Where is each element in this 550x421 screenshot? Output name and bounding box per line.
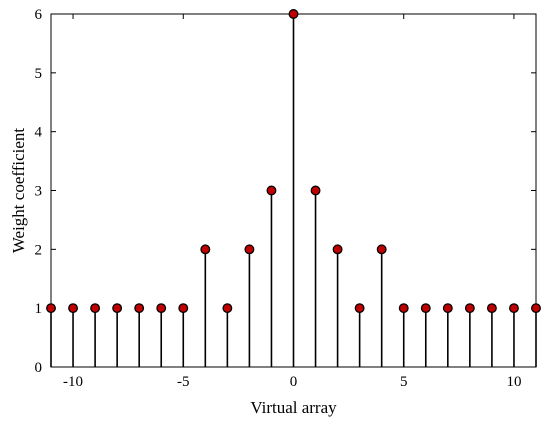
y-tick-label: 4: [35, 125, 43, 141]
x-tick-label: 5: [400, 374, 408, 390]
y-tick-label: 6: [35, 7, 43, 23]
x-tick-label: 10: [506, 374, 521, 390]
stem-marker: [178, 303, 189, 314]
stem-marker: [112, 303, 123, 314]
stem-marker: [68, 303, 78, 314]
x-tick-label: 0: [290, 374, 298, 390]
y-tick-label: 0: [35, 360, 43, 376]
y-axis-label: Weight coefficient: [9, 128, 28, 254]
stem-marker: [310, 185, 321, 196]
stem-marker: [156, 303, 167, 314]
stem-marker: [244, 244, 255, 255]
stem-marker: [46, 303, 56, 314]
stem-marker: [442, 303, 453, 314]
stem-marker: [134, 303, 145, 314]
stem-marker: [376, 244, 387, 255]
y-tick-label: 5: [35, 66, 43, 82]
y-tick-label: 3: [35, 184, 43, 200]
stem-marker: [509, 303, 519, 314]
x-axis-label: Virtual array: [250, 398, 337, 417]
stem-marker: [420, 303, 431, 314]
plot-area: -10 -5 0 5 10 0 1 2 3 4 5 6: [35, 7, 541, 390]
stem-marker: [332, 244, 343, 255]
y-tick-label: 2: [35, 242, 43, 258]
y-tick-label: 1: [35, 301, 43, 317]
stem-marker: [90, 303, 101, 314]
stem-marker: [354, 303, 365, 314]
x-tick-label: -10: [63, 374, 83, 390]
stem-marker: [288, 9, 299, 19]
stem-marker: [222, 303, 233, 314]
stem-marker: [464, 303, 475, 314]
stem-marker: [200, 244, 211, 255]
stem-marker: [398, 303, 409, 314]
x-tick-label: -5: [177, 374, 190, 390]
stem-marker: [266, 185, 277, 196]
stem-marker: [531, 303, 541, 314]
stem-marker: [486, 303, 497, 314]
